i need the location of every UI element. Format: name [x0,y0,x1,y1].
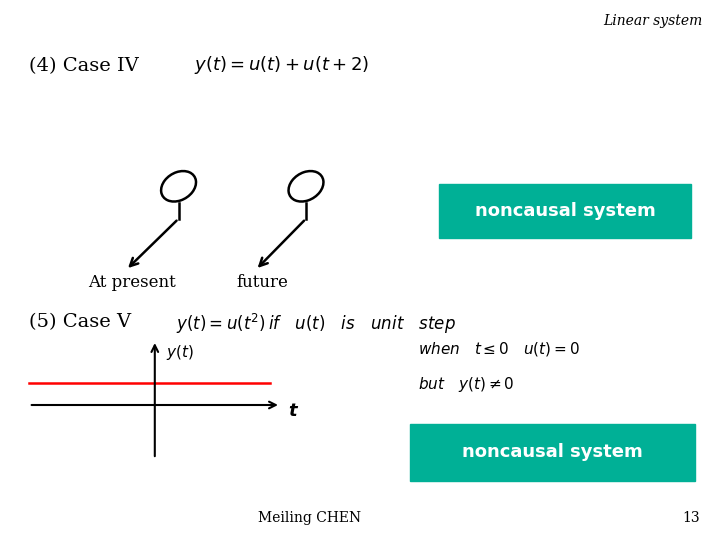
Text: $when\quad t\leq 0\quad u(t)=0$: $when\quad t\leq 0\quad u(t)=0$ [418,340,580,358]
Text: $but\quad y(t)\neq 0$: $but\quad y(t)\neq 0$ [418,375,514,394]
Text: Linear system: Linear system [603,14,702,28]
Text: noncausal system: noncausal system [474,201,656,220]
Text: At present: At present [88,274,176,291]
Text: future: future [237,274,289,291]
Text: (5) Case V: (5) Case V [29,313,131,331]
Text: $\bfit{t}$: $\bfit{t}$ [288,402,299,421]
Text: $y(t)=u(t^{2})\,if\quad u(t)\quad is\quad unit\quad step$: $y(t)=u(t^{2})\,if\quad u(t)\quad is\qua… [176,312,456,336]
Text: (4) Case IV: (4) Case IV [29,57,138,75]
Text: Meiling CHEN: Meiling CHEN [258,511,361,525]
FancyBboxPatch shape [439,184,691,238]
Text: 13: 13 [683,511,700,525]
Text: $y(t) = u(t) + u(t+2)$: $y(t) = u(t) + u(t+2)$ [194,54,370,76]
FancyBboxPatch shape [410,424,695,481]
Text: $y(t)$: $y(t)$ [166,343,194,362]
Text: noncausal system: noncausal system [462,443,643,461]
